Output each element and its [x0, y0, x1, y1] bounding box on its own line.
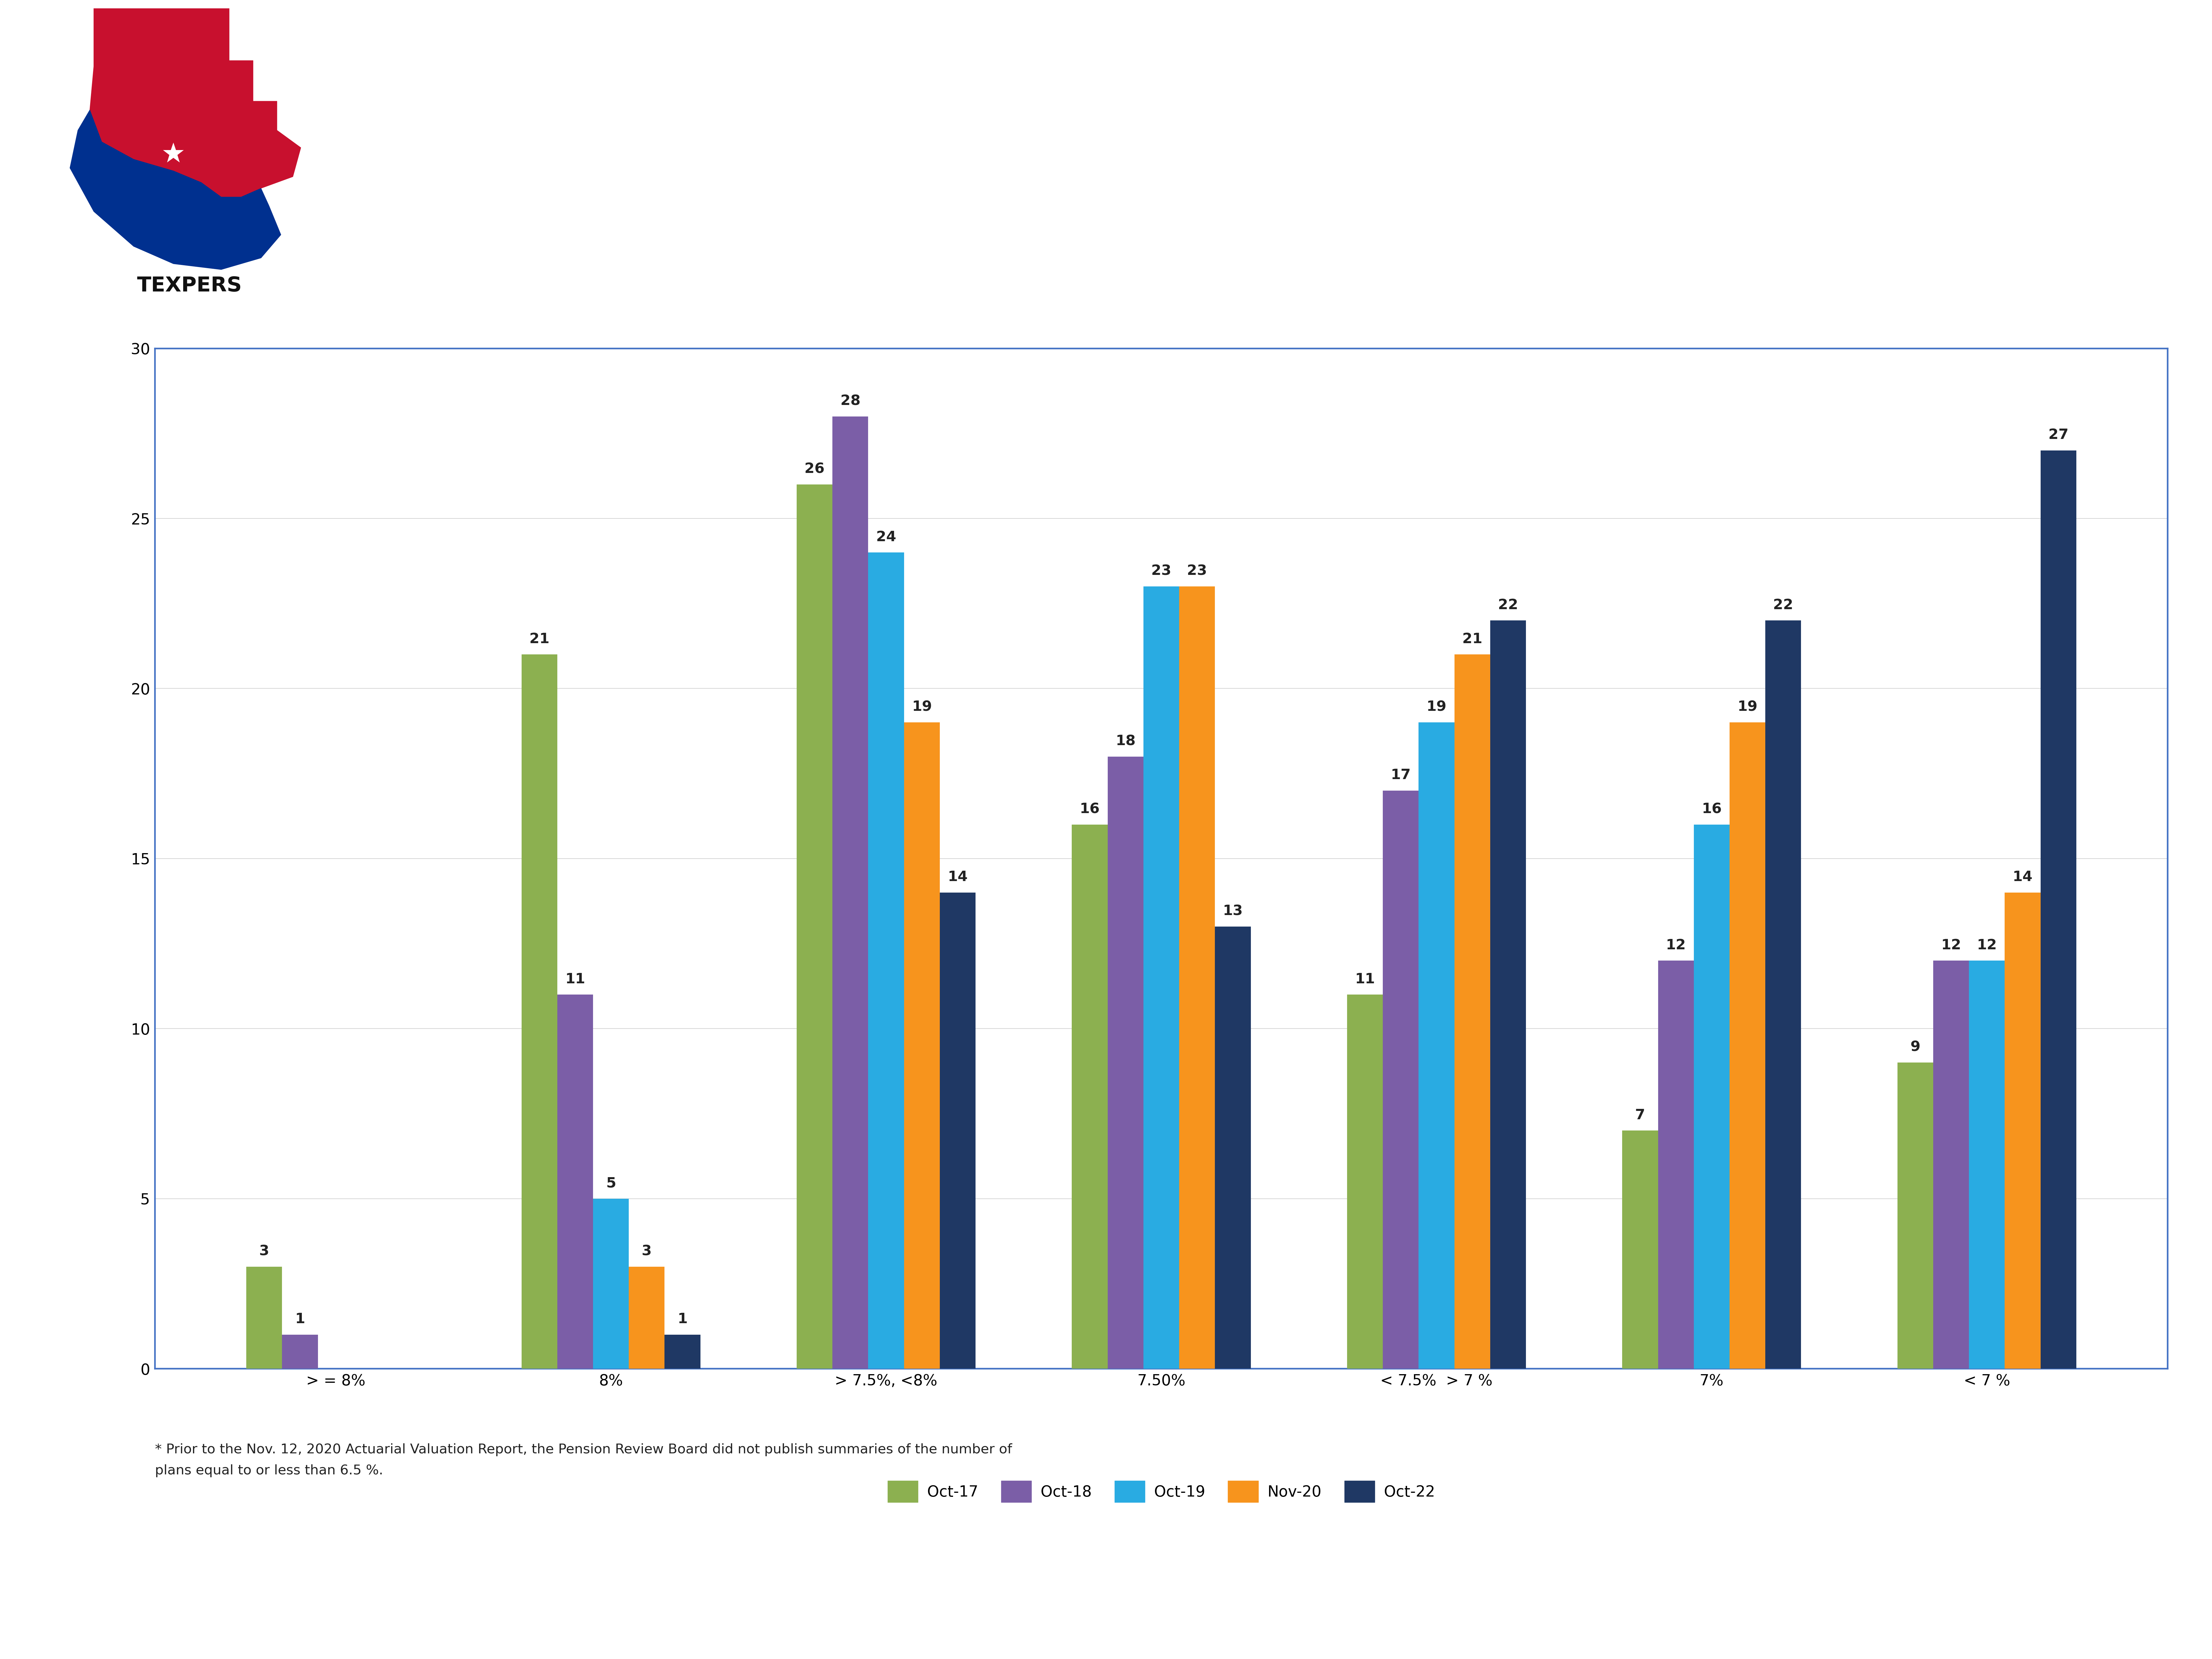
Bar	[1969, 961, 2004, 1369]
Bar	[1108, 757, 1144, 1369]
Text: 17: 17	[1391, 768, 1411, 781]
Bar	[940, 893, 975, 1369]
Bar	[1453, 654, 1491, 1369]
Bar	[1933, 961, 1969, 1369]
Bar	[1730, 722, 1765, 1369]
Text: 3: 3	[259, 1244, 270, 1258]
Text: 19: 19	[1736, 700, 1759, 713]
Text: 12: 12	[1666, 939, 1686, 952]
Text: 23: 23	[1150, 564, 1172, 577]
Text: Target rates of return for: Target rates of return for	[504, 70, 958, 101]
Text: 3: 3	[641, 1244, 653, 1258]
Text: 22: 22	[1498, 599, 1517, 612]
Text: 11: 11	[564, 972, 586, 985]
Text: TEXPERS: TEXPERS	[137, 275, 241, 295]
Text: 1: 1	[677, 1312, 688, 1326]
Text: 21: 21	[1462, 632, 1482, 645]
Text: 28: 28	[841, 395, 860, 408]
Bar	[628, 1267, 664, 1369]
Bar	[1491, 620, 1526, 1369]
Text: 9: 9	[1911, 1040, 1920, 1053]
Bar	[1659, 961, 1694, 1369]
Text: 19: 19	[1427, 700, 1447, 713]
Text: 24: 24	[876, 531, 896, 544]
Bar	[1179, 586, 1214, 1369]
Text: 19: 19	[911, 700, 931, 713]
Text: Texas state and local pension funds: Texas state and local pension funds	[504, 173, 1148, 202]
Bar	[246, 1267, 283, 1369]
Bar	[283, 1334, 319, 1369]
Bar	[1144, 586, 1179, 1369]
Bar	[1382, 790, 1418, 1369]
Bar	[796, 484, 832, 1369]
Bar	[1214, 926, 1250, 1369]
Text: * Prior to the Nov. 12, 2020 Actuarial Valuation Report, the Pension Review Boar: * Prior to the Nov. 12, 2020 Actuarial V…	[155, 1443, 1011, 1477]
Text: 22: 22	[1774, 599, 1794, 612]
Bar	[664, 1334, 701, 1369]
Bar	[593, 1198, 628, 1369]
Bar	[832, 416, 869, 1369]
Text: 27: 27	[2048, 428, 2068, 441]
Text: 7: 7	[1635, 1108, 1646, 1121]
Text: 21: 21	[529, 632, 549, 645]
Text: 23: 23	[1188, 564, 1208, 577]
Bar	[2039, 450, 2077, 1369]
Text: 14: 14	[2013, 871, 2033, 884]
Bar	[557, 994, 593, 1369]
Polygon shape	[71, 109, 281, 269]
Text: 14: 14	[947, 871, 967, 884]
Bar	[1694, 825, 1730, 1369]
Polygon shape	[91, 8, 301, 197]
Bar	[1418, 722, 1453, 1369]
Bar	[1765, 620, 1801, 1369]
Bar	[522, 654, 557, 1369]
Legend: Oct-17, Oct-18, Oct-19, Nov-20, Oct-22: Oct-17, Oct-18, Oct-19, Nov-20, Oct-22	[880, 1473, 1442, 1510]
Text: 13: 13	[1223, 904, 1243, 917]
Text: 5: 5	[606, 1176, 615, 1190]
Text: 16: 16	[1079, 803, 1099, 816]
Bar	[1621, 1131, 1659, 1369]
Text: 1: 1	[294, 1312, 305, 1326]
Bar	[1898, 1063, 1933, 1369]
Text: 18: 18	[1115, 735, 1135, 748]
Bar	[1347, 994, 1382, 1369]
Text: 11: 11	[1356, 972, 1376, 985]
Bar	[869, 552, 905, 1369]
Text: 16: 16	[1701, 803, 1721, 816]
Text: 12: 12	[1940, 939, 1962, 952]
Bar	[1073, 825, 1108, 1369]
Bar	[905, 722, 940, 1369]
Text: 26: 26	[805, 463, 825, 476]
Bar	[2004, 893, 2039, 1369]
Text: 12: 12	[1978, 939, 1997, 952]
